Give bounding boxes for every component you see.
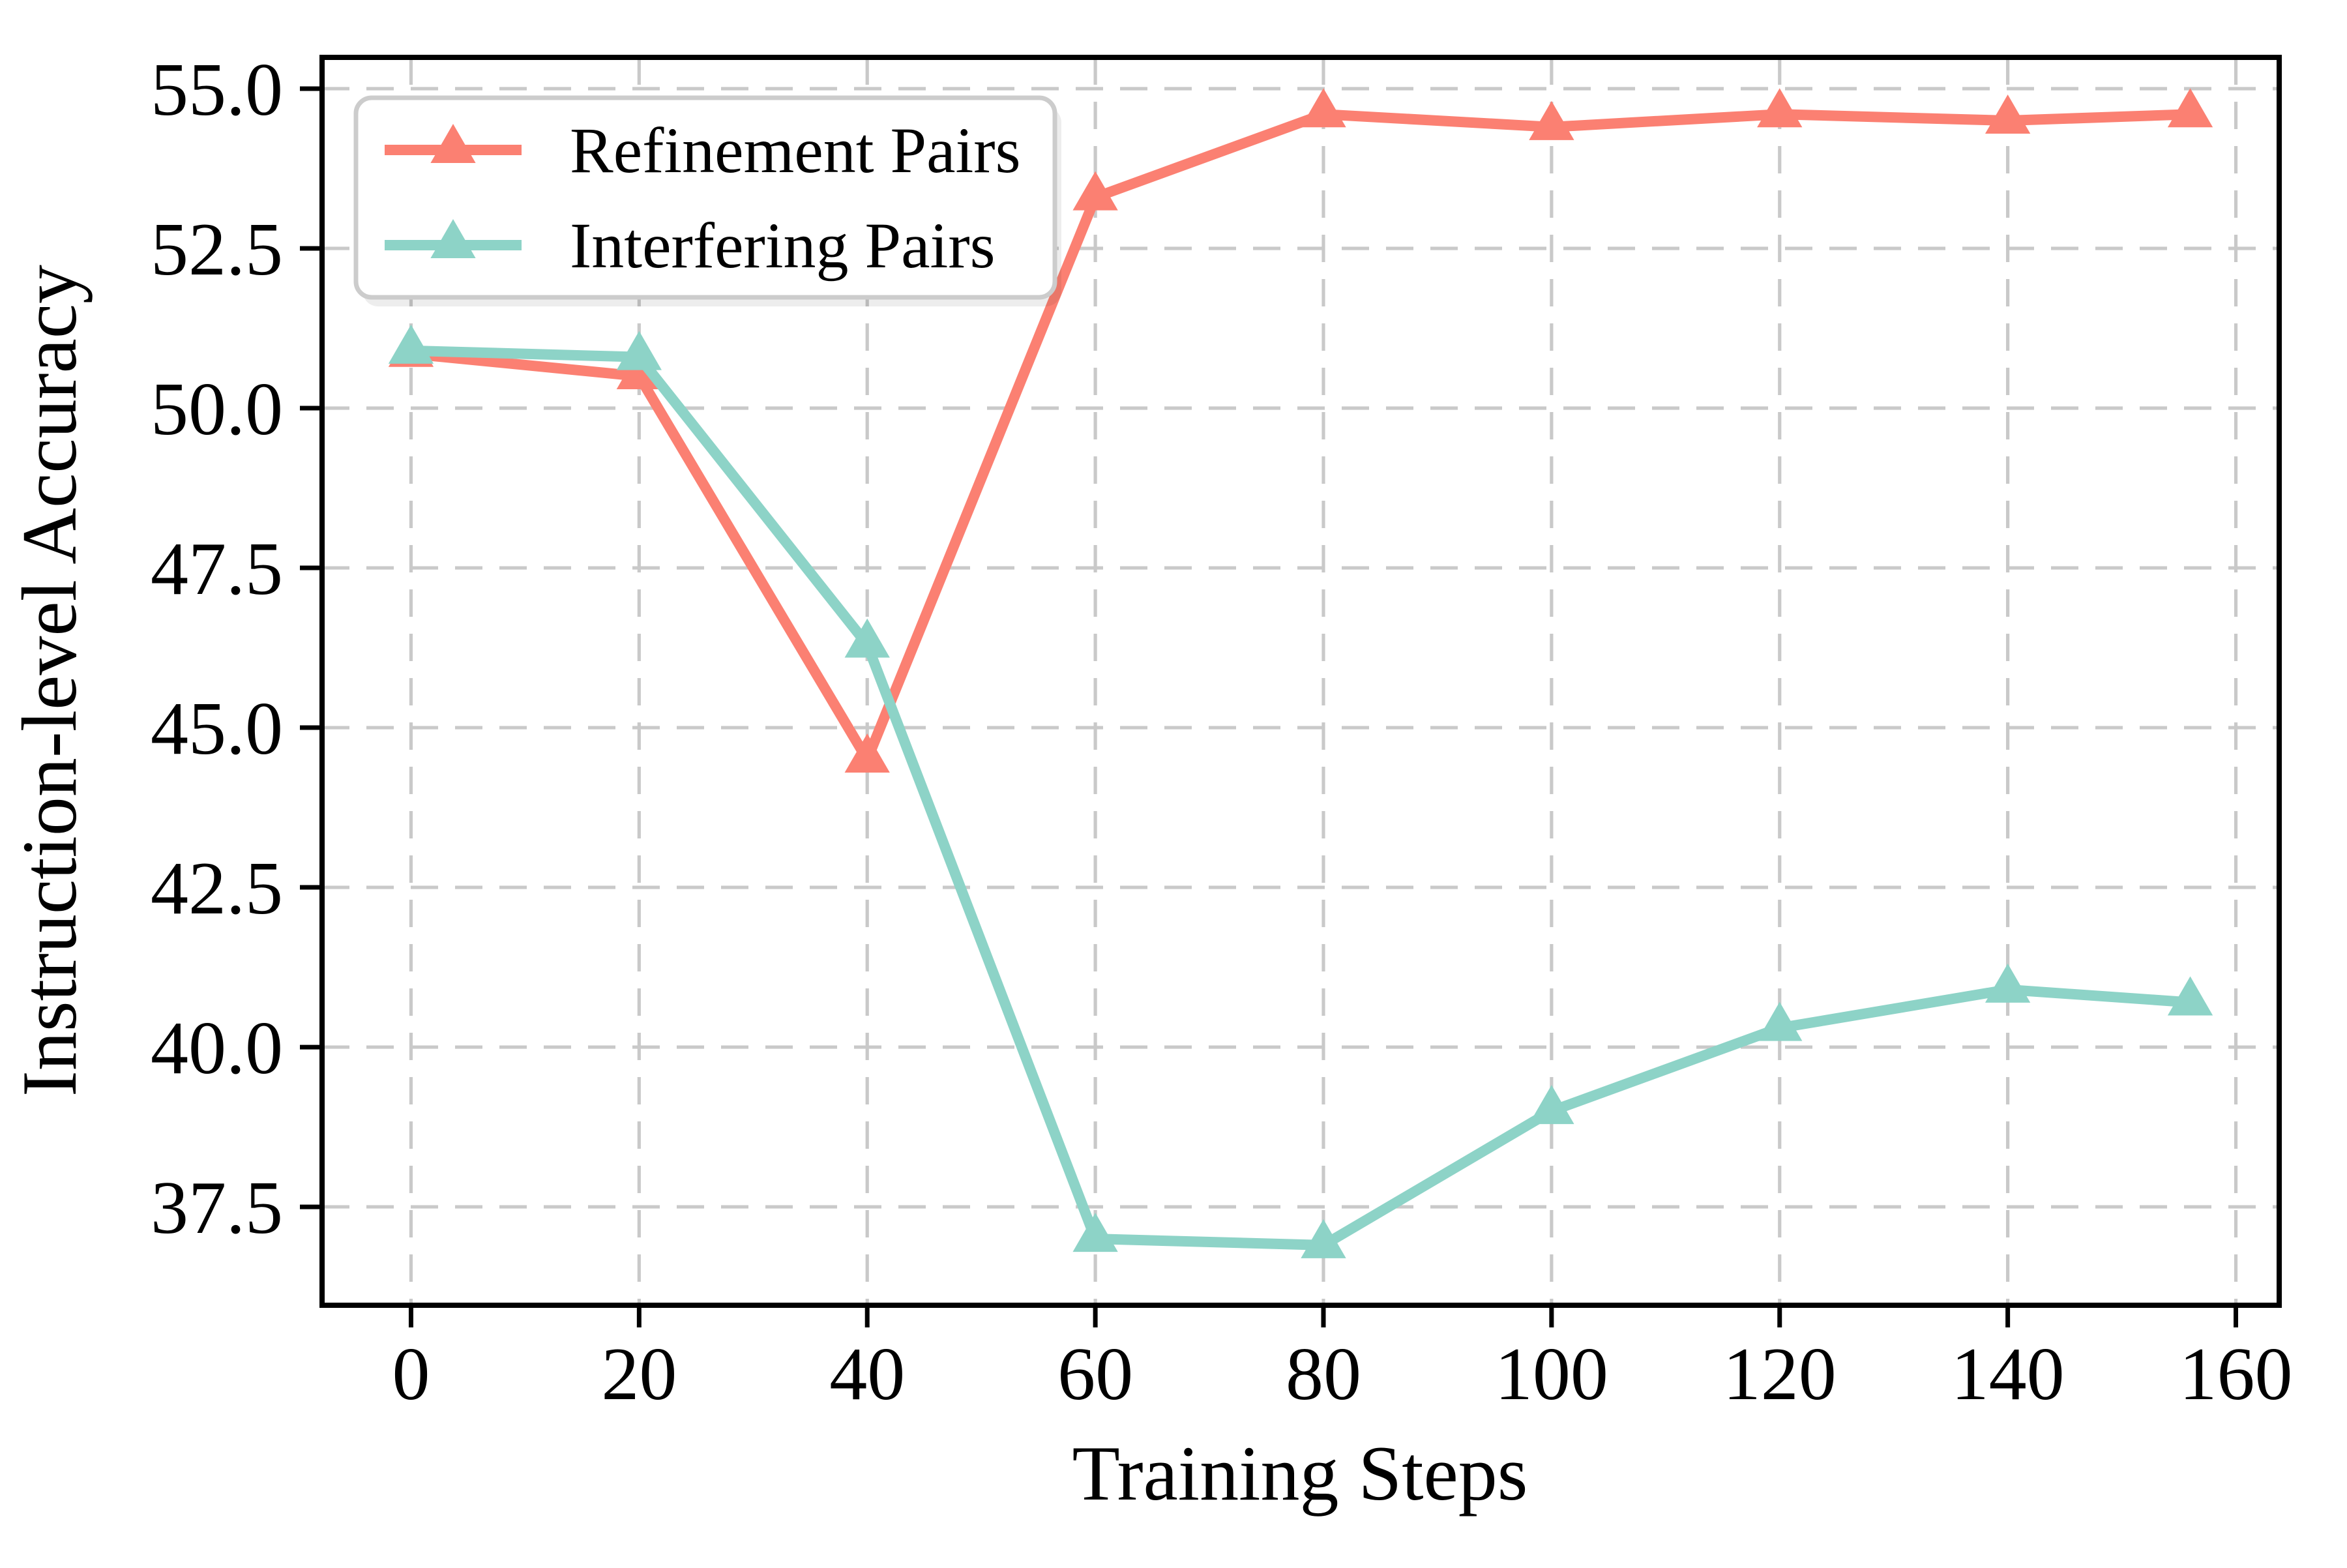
marker-interfering-pairs-x60 xyxy=(1072,1213,1118,1252)
x-tick-label-80: 80 xyxy=(1286,1333,1361,1416)
y-tick-label-52.5: 52.5 xyxy=(151,208,283,291)
marker-interfering-pairs-x0 xyxy=(388,324,434,364)
marker-refinement-pairs-x140 xyxy=(1985,95,2031,134)
legend: Refinement Pairs Interfering Pairs xyxy=(353,95,1061,306)
y-tick-label-45: 45.0 xyxy=(151,687,283,771)
marker-interfering-pairs-x20 xyxy=(616,331,662,370)
legend-label-interfering-pairs: Interfering Pairs xyxy=(570,209,996,282)
x-tick-label-40: 40 xyxy=(829,1333,905,1416)
marker-interfering-pairs-x40 xyxy=(844,618,890,658)
marker-interfering-pairs-x100 xyxy=(1529,1085,1574,1125)
marker-refinement-pairs-x156 xyxy=(2167,88,2213,128)
legend-item-interfering-pairs: Interfering Pairs xyxy=(385,209,996,282)
axis-ticks xyxy=(300,86,2239,1327)
x-tick-label-140: 140 xyxy=(1951,1333,2065,1416)
y-tick-label-40: 40.0 xyxy=(151,1007,283,1090)
series-line-interfering-pairs xyxy=(406,345,2196,1250)
marker-refinement-pairs-x60 xyxy=(1072,171,1118,211)
data-series xyxy=(388,88,2213,1258)
x-tick-label-160: 160 xyxy=(2179,1333,2293,1416)
x-tick-label-0: 0 xyxy=(392,1333,430,1416)
x-tick-label-20: 20 xyxy=(601,1333,677,1416)
plot-border xyxy=(319,55,2282,1308)
tick-labels: 0 20 40 60 80 100 120 140 160 37.5 40.0 42.5 45.0 47.… xyxy=(151,48,2293,1416)
x-tick-label-60: 60 xyxy=(1057,1333,1133,1416)
marker-refinement-pairs-x100 xyxy=(1529,100,1574,140)
y-axis-label: Instruction-level Accuracy xyxy=(6,265,93,1097)
legend-item-refinement-pairs: Refinement Pairs xyxy=(385,114,1021,186)
marker-interfering-pairs-x80 xyxy=(1301,1219,1346,1258)
legend-frame xyxy=(353,95,1057,300)
marker-refinement-pairs-x40 xyxy=(844,733,890,773)
marker-interfering-pairs-x156 xyxy=(2167,976,2213,1016)
y-tick-label-50: 50.0 xyxy=(151,368,283,451)
y-tick-label-55: 55.0 xyxy=(151,48,283,132)
legend-label-refinement-pairs: Refinement Pairs xyxy=(570,114,1021,186)
y-tick-label-42.5: 42.5 xyxy=(151,847,283,930)
x-tick-label-100: 100 xyxy=(1495,1333,1608,1416)
triangle-up-icon xyxy=(430,124,476,163)
marker-refinement-pairs-x120 xyxy=(1757,88,1803,128)
marker-refinement-pairs-x80 xyxy=(1301,88,1346,128)
triangle-up-icon xyxy=(430,219,476,258)
y-tick-label-47.5: 47.5 xyxy=(151,527,283,611)
axis-labels: Training Steps Instruction-level Accurac… xyxy=(6,265,1528,1516)
x-tick-label-120: 120 xyxy=(1723,1333,1837,1416)
marker-interfering-pairs-x140 xyxy=(1985,963,2031,1003)
x-axis-label: Training Steps xyxy=(1072,1430,1528,1516)
marker-interfering-pairs-x120 xyxy=(1757,1001,1803,1041)
y-tick-label-37.5: 37.5 xyxy=(151,1166,283,1250)
